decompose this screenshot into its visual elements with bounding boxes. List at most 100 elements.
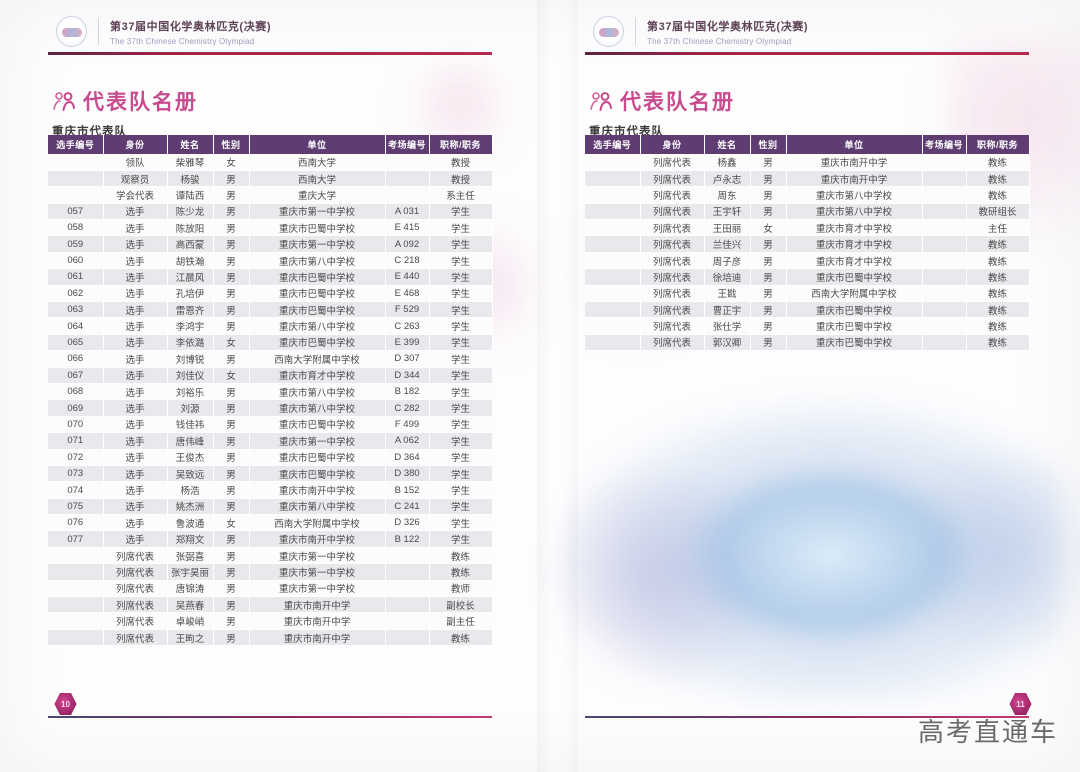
column-header: 性别 bbox=[750, 135, 787, 154]
table-cell: 女 bbox=[750, 219, 787, 237]
table-cell: 柴雅琴 bbox=[167, 154, 214, 171]
table-cell: 学生 bbox=[429, 514, 493, 532]
table-cell: 重庆市第一中学校 bbox=[249, 547, 386, 565]
table-cell: 重庆市育才中学校 bbox=[249, 367, 386, 384]
table-cell bbox=[585, 235, 641, 253]
table-row: 065 选手 李依潞女重庆市巴蜀中学校 E 399 学生 bbox=[48, 334, 493, 352]
table-cell bbox=[585, 252, 641, 270]
table-cell: 男 bbox=[213, 547, 250, 565]
header-row: 选手编号 身份 姓名 性别 单位 考场编号 职称/职务 bbox=[585, 135, 1030, 154]
table-cell bbox=[585, 268, 641, 286]
table-cell: 男 bbox=[213, 498, 250, 516]
table-cell: 学生 bbox=[429, 317, 493, 335]
table-cell: 重庆市育才中学校 bbox=[786, 219, 923, 237]
table-cell bbox=[385, 186, 430, 204]
table-cell bbox=[922, 154, 967, 171]
table-cell: 兰佳兴 bbox=[704, 235, 751, 253]
table-cell: 男 bbox=[750, 186, 787, 204]
table-cell: 列席代表 bbox=[103, 563, 168, 581]
table-cell: 077 bbox=[48, 530, 104, 548]
table-row: 077 选手 郑翔文男重庆市南开中学校 B 122 学生 bbox=[48, 530, 493, 548]
table-cell: 系主任 bbox=[429, 186, 493, 204]
table-cell: 列席代表 bbox=[640, 268, 705, 286]
table-cell: 重庆市南开中学 bbox=[249, 596, 386, 614]
table-row: 列席代表 郭汉卿男重庆市巴蜀中学校 教练 bbox=[585, 334, 1030, 352]
table-cell: 选手 bbox=[103, 252, 168, 270]
table-cell: E 415 bbox=[385, 219, 430, 237]
column-header: 性别 bbox=[213, 135, 250, 154]
table-cell: 066 bbox=[48, 350, 104, 368]
table-cell: 学生 bbox=[429, 350, 493, 368]
table-cell: 学生 bbox=[429, 399, 493, 417]
table-cell: 陈少龙 bbox=[167, 203, 214, 221]
table-cell: 重庆市巴蜀中学校 bbox=[249, 334, 386, 352]
table-cell: 重庆市第一中学校 bbox=[249, 235, 386, 253]
table-cell bbox=[585, 154, 641, 171]
table-cell: 男 bbox=[750, 235, 787, 253]
table-cell: 王俊杰 bbox=[167, 449, 214, 466]
table-cell: 男 bbox=[213, 399, 250, 417]
table-cell: 重庆大学 bbox=[249, 186, 386, 204]
table-cell: 西南大学附属中学校 bbox=[249, 514, 386, 532]
table-cell: 刘佳仪 bbox=[167, 367, 214, 384]
table-cell: 男 bbox=[213, 301, 250, 319]
table-cell: 重庆市巴蜀中学校 bbox=[249, 301, 386, 319]
header-divider bbox=[635, 18, 636, 45]
table-cell: 列席代表 bbox=[640, 154, 705, 171]
table-row: 069 选手 刘源男重庆市第八中学校 C 282 学生 bbox=[48, 399, 493, 417]
table-cell: 重庆市第八中学校 bbox=[249, 399, 386, 417]
page-number: 11 bbox=[1016, 699, 1025, 709]
table-cell: 男 bbox=[213, 481, 250, 499]
table-cell: A 062 bbox=[385, 432, 430, 450]
table-cell: 列席代表 bbox=[640, 219, 705, 237]
table-cell: 男 bbox=[213, 285, 250, 303]
table-cell bbox=[585, 203, 641, 221]
table-cell: 重庆市巴蜀中学校 bbox=[786, 334, 923, 352]
header-rule bbox=[48, 52, 492, 55]
table-cell: 教授 bbox=[429, 170, 493, 188]
table-cell: 重庆市巴蜀中学校 bbox=[786, 317, 923, 335]
table-cell bbox=[922, 219, 967, 237]
table-cell: 学生 bbox=[429, 235, 493, 253]
column-header: 姓名 bbox=[704, 135, 751, 154]
page-header: 第37届中国化学奥林匹克(决赛) The 37th Chinese Chemis… bbox=[56, 16, 271, 47]
table-cell: F 529 bbox=[385, 301, 430, 319]
table-cell: 067 bbox=[48, 367, 104, 384]
table-cell: 选手 bbox=[103, 203, 168, 221]
table-cell: 谭陆西 bbox=[167, 186, 214, 204]
table-cell: D 380 bbox=[385, 465, 430, 483]
table-cell: 060 bbox=[48, 252, 104, 270]
table-cell bbox=[48, 186, 104, 204]
table-cell: 选手 bbox=[103, 514, 168, 532]
table-cell: 女 bbox=[213, 514, 250, 532]
table-cell: 学生 bbox=[429, 268, 493, 286]
table-row: 列席代表 张仕学男重庆市巴蜀中学校 教练 bbox=[585, 317, 1030, 335]
table-cell: 重庆市巴蜀中学校 bbox=[786, 268, 923, 286]
table-row: 057 选手 陈少龙男重庆市第一中学校 A 031 学生 bbox=[48, 203, 493, 221]
table-cell: 重庆市第八中学校 bbox=[786, 203, 923, 221]
table-cell: 教练 bbox=[966, 154, 1030, 171]
table-cell: A 031 bbox=[385, 203, 430, 221]
page-header: 第37届中国化学奥林匹克(决赛) The 37th Chinese Chemis… bbox=[593, 16, 808, 47]
table-cell: 男 bbox=[213, 350, 250, 368]
table-cell: 唐锦涛 bbox=[167, 580, 214, 598]
table-cell: 教练 bbox=[966, 301, 1030, 319]
table-cell: 重庆市南开中学校 bbox=[249, 530, 386, 548]
table-cell: 王宇轩 bbox=[704, 203, 751, 221]
table-row: 列席代表 徐培迪男重庆市巴蜀中学校 教练 bbox=[585, 268, 1030, 286]
table-cell bbox=[922, 268, 967, 286]
table-cell: 学生 bbox=[429, 465, 493, 483]
table-cell: 刘博锐 bbox=[167, 350, 214, 368]
table-cell: 教练 bbox=[966, 334, 1030, 352]
table-cell: 张仕学 bbox=[704, 317, 751, 335]
page-number-badge: 10 bbox=[54, 692, 77, 716]
event-title-en: The 37th Chinese Chemistry Olympiad bbox=[110, 36, 255, 46]
table-cell: 选手 bbox=[103, 285, 168, 303]
table-cell: 学生 bbox=[429, 432, 493, 450]
table-cell: 选手 bbox=[103, 498, 168, 516]
table-cell bbox=[585, 219, 641, 237]
table-cell: 男 bbox=[213, 219, 250, 237]
table-cell: 重庆市第一中学校 bbox=[249, 203, 386, 221]
table-cell: D 307 bbox=[385, 350, 430, 368]
table-cell: 学生 bbox=[429, 252, 493, 270]
